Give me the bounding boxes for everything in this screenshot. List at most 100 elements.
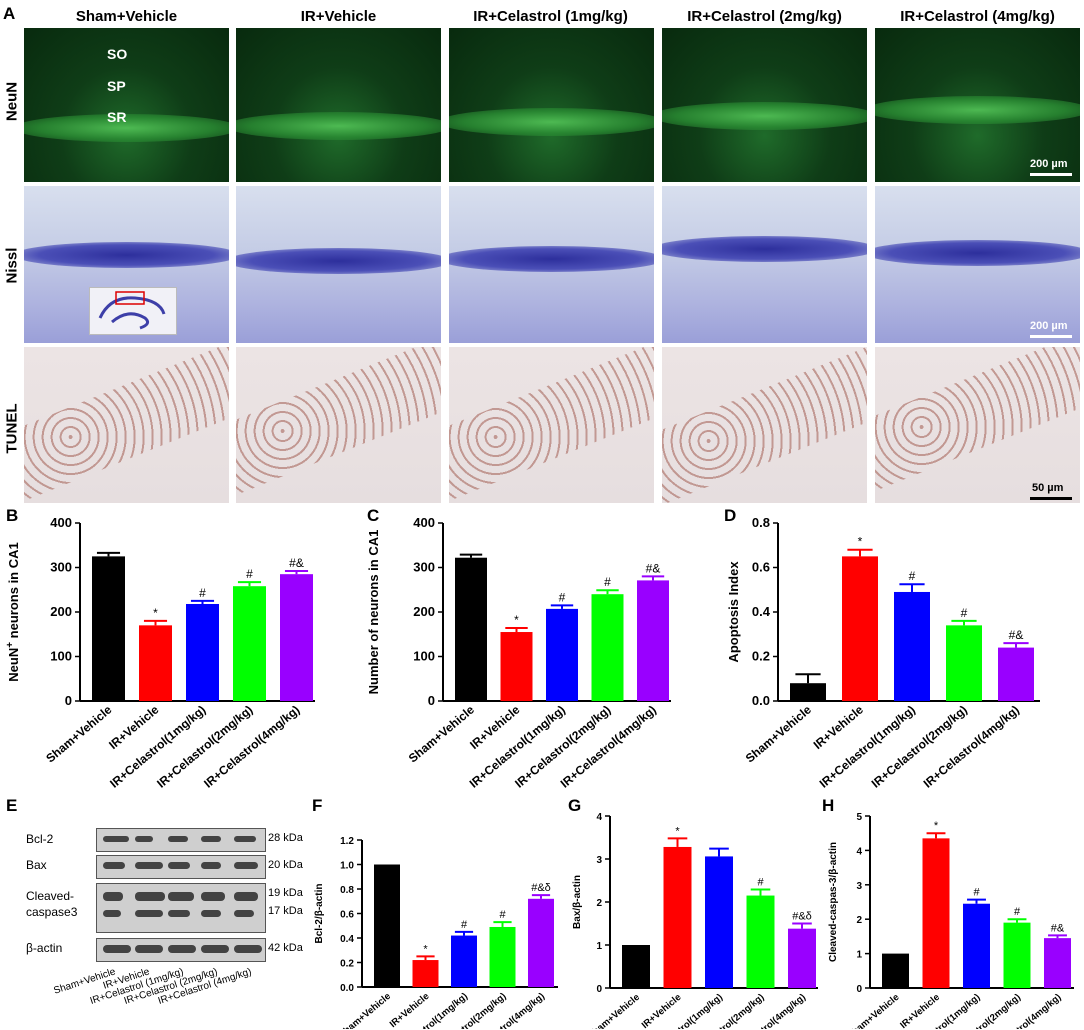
column-header-ir: IR+Vehicle — [300, 8, 377, 25]
blot-band-actin-lane-3 — [168, 945, 196, 953]
y-tick-label: 0 — [65, 693, 72, 708]
bar-3 — [451, 935, 477, 987]
neun-cell-layer — [449, 108, 654, 136]
bar-4 — [591, 594, 624, 701]
bar-5 — [280, 574, 313, 701]
y-tick-label: 3 — [856, 881, 862, 892]
bar-2 — [139, 625, 172, 701]
y-axis-label: Cleaved-caspas-3/β-actin — [828, 842, 839, 962]
bar-3 — [546, 608, 578, 701]
bar-2 — [663, 846, 692, 988]
y-tick-label: 300 — [413, 560, 435, 575]
chart-neun-neurons: 0 100 200 300 400 NeuN+ neurons in CA1 Sham+Ve… — [5, 515, 315, 791]
bar-1 — [790, 683, 826, 701]
panel-label-f: F — [312, 796, 323, 815]
category-label: IR+Vehicle — [898, 992, 942, 1029]
chart-apoptosis-index: 0.0 0.2 0.4 0.6 0.8 Apoptosis Index Sham+Vehic… — [726, 515, 1040, 791]
neun-cell-layer — [875, 96, 1080, 124]
bar-3 — [705, 856, 733, 988]
significance-marker: # — [246, 567, 253, 581]
blot-band-actin-lane-4 — [201, 945, 229, 953]
significance-marker: * — [153, 606, 158, 620]
y-tick-label: 0.6 — [752, 560, 770, 575]
y-tick-label: 0 — [596, 984, 602, 995]
western-blot: Bcl-2 Bax Cleaved- caspase3 β-actin 28 k… — [0, 800, 310, 1029]
chart-cleaved-caspase3: 0 1 2 3 4 5 Cleaved-caspas-3/β-actin Sham+Vehic… — [828, 812, 1074, 1029]
significance-marker: * — [423, 943, 428, 955]
significance-marker: * — [858, 535, 863, 549]
tunel-image-3 — [449, 347, 654, 503]
hippocampus-inset — [89, 287, 177, 335]
bar-4 — [746, 895, 775, 988]
nissl-cell-layer — [449, 246, 654, 272]
y-tick-label: 4 — [596, 812, 602, 823]
panel-label-g: G — [568, 796, 582, 815]
significance-marker: # — [973, 887, 980, 899]
blot-band-bcl2-lane-3 — [168, 836, 188, 842]
row-label-nissl: Nissl — [3, 247, 21, 284]
column-header-c1: IR+Celastrol (1mg/kg) — [473, 8, 628, 25]
bar-3 — [186, 603, 219, 701]
bar-3 — [894, 591, 930, 701]
kda-17: 17 kDa — [268, 905, 303, 917]
bar-4 — [233, 586, 266, 701]
blot-band-actin-lane-1 — [103, 945, 131, 953]
significance-marker: # — [199, 586, 206, 600]
bar-1 — [374, 864, 400, 987]
bar-2 — [842, 556, 878, 701]
category-label: IR+Celastrol(4mg/kg) — [921, 703, 1022, 791]
blot-band-cleaved-19-lane-2 — [135, 892, 165, 901]
panel-label-e: E — [6, 796, 18, 815]
significance-marker: * — [514, 613, 519, 627]
row-label-tunel: TUNEL — [3, 403, 21, 454]
bar-1 — [455, 557, 487, 701]
significance-marker: # — [1014, 906, 1021, 918]
blot-lane-labels: Sham+Vehicle IR+Vehicle IR+Celastrol (1m… — [52, 966, 252, 1007]
y-tick-label: 0.6 — [340, 910, 354, 921]
tunel-cell-layer — [449, 347, 654, 503]
significance-marker: # — [499, 909, 506, 921]
blot-band-actin-lane-5 — [234, 945, 262, 953]
y-tick-label: 1.0 — [340, 861, 354, 872]
nissl-cell-layer — [236, 248, 441, 274]
panel-label-b: B — [6, 506, 19, 525]
panel-label-d: D — [724, 506, 737, 525]
y-tick-label: 1 — [856, 950, 862, 961]
blot-label-bax: Bax — [26, 858, 47, 872]
blot-band-bax-lane-1 — [103, 862, 125, 869]
y-axis-label: Bcl-2/β-actin — [314, 883, 325, 943]
bar-5 — [998, 647, 1034, 701]
bar-5 — [1044, 938, 1071, 988]
neun-image-3 — [449, 28, 654, 182]
bar-5 — [637, 580, 669, 701]
y-tick-label: 300 — [50, 560, 72, 575]
bar-4 — [946, 625, 982, 701]
significance-marker: # — [559, 590, 566, 604]
tunel-cell-layer — [236, 347, 441, 503]
significance-marker: # — [961, 606, 968, 620]
tunel-cell-layer — [24, 347, 229, 503]
kda-19: 19 kDa — [268, 887, 303, 899]
bar-5 — [788, 928, 816, 988]
scalebar-label-neun: 200 µm — [1030, 158, 1068, 170]
y-tick-label: 0.8 — [752, 515, 770, 530]
tunel-image-1 — [24, 347, 229, 503]
column-header-c4: IR+Celastrol (4mg/kg) — [900, 8, 1055, 25]
y-axis-label: Number of neurons in CA1 — [366, 530, 381, 695]
y-tick-label: 200 — [50, 604, 72, 619]
blot-strip-cleaved — [96, 883, 266, 933]
category-label: Sham+Vehicle — [845, 992, 901, 1029]
blot-band-cleaved-19-lane-5 — [234, 892, 258, 901]
blot-label-cleaved: Cleaved- caspase3 — [26, 889, 78, 919]
significance-marker: #& — [1051, 922, 1065, 934]
y-tick-label: 400 — [413, 515, 435, 530]
y-tick-label: 0.4 — [752, 604, 771, 619]
y-tick-label: 2 — [596, 898, 602, 909]
significance-marker: # — [909, 569, 916, 583]
y-tick-label: 200 — [413, 604, 435, 619]
chart-bcl2: 0.0 0.2 0.4 0.6 0.8 1.0 1.2 Bcl-2/β-actin Sham+V… — [314, 836, 558, 1029]
y-axis-label-part: NeuN — [6, 648, 21, 682]
region-label-sr: SR — [107, 109, 127, 125]
y-tick-label: 0 — [428, 693, 435, 708]
y-tick-label: 1.2 — [340, 836, 354, 847]
